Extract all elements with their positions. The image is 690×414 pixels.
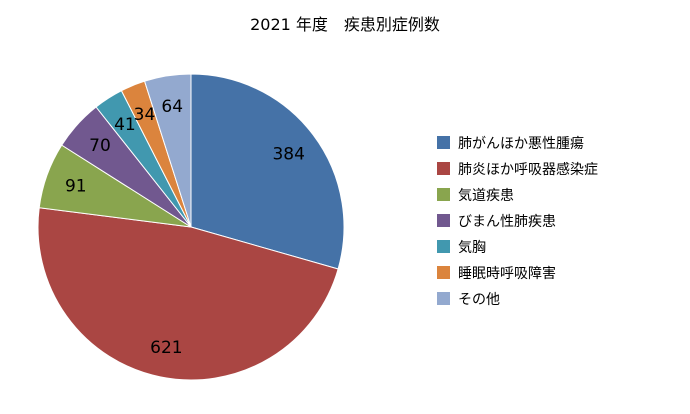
pie-slice bbox=[143, 73, 192, 228]
legend-swatch bbox=[437, 240, 450, 253]
slice-value-label: 41 bbox=[114, 115, 136, 135]
legend-entry-label: その他 bbox=[458, 292, 500, 308]
legend-swatch bbox=[437, 292, 450, 305]
slice-value-label: 34 bbox=[134, 105, 156, 125]
legend-entry-label: 睡眠時呼吸障害 bbox=[458, 266, 556, 282]
legend-swatch bbox=[437, 188, 450, 201]
slice-value-label: 64 bbox=[161, 97, 183, 117]
legend-entry-label: びまん性肺疾患 bbox=[458, 214, 556, 230]
pie-slices bbox=[37, 73, 345, 381]
legend-entry-label: 気道疾患 bbox=[458, 188, 514, 204]
legend-entry-label: 気胸 bbox=[458, 240, 486, 256]
slice-value-label: 384 bbox=[272, 144, 304, 164]
pie-slice bbox=[37, 207, 339, 381]
legend-swatch bbox=[437, 214, 450, 227]
pie-slice bbox=[190, 73, 345, 270]
legend-swatch bbox=[437, 136, 450, 149]
legend-entry-label: 肺炎ほか呼吸器感染症 bbox=[458, 161, 598, 178]
slice-value-label: 91 bbox=[65, 177, 87, 197]
legend-swatch bbox=[437, 266, 450, 279]
legend-entry-label: 肺がんほか悪性腫瘍 bbox=[458, 135, 584, 152]
slice-value-label: 621 bbox=[150, 338, 182, 358]
legend-swatch bbox=[437, 162, 450, 175]
chart-title: 2021 年度 疾患別症例数 bbox=[250, 15, 440, 34]
legend: 肺がんほか悪性腫瘍肺炎ほか呼吸器感染症気道疾患びまん性肺疾患気胸睡眠時呼吸障害そ… bbox=[437, 135, 598, 308]
slice-value-label: 70 bbox=[89, 136, 111, 156]
